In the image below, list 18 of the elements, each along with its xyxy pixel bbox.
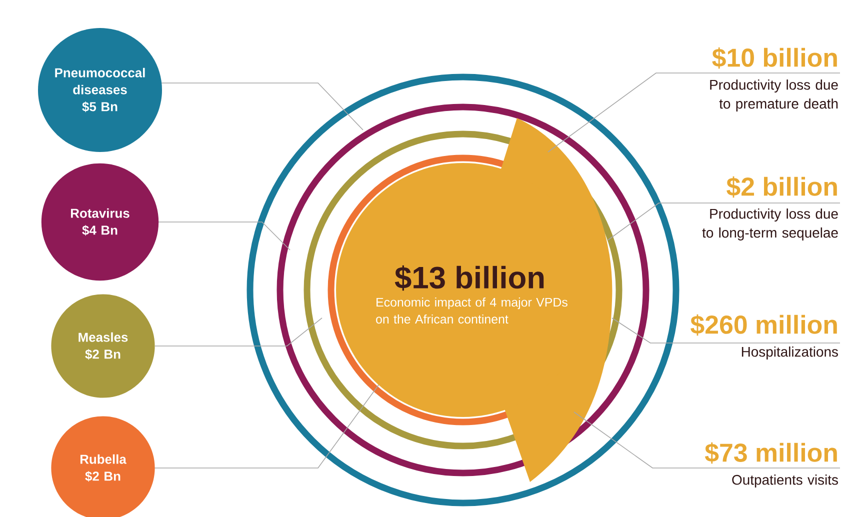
- data-label: $2 billion: [726, 176, 837, 198]
- category-label: Productivity loss due to long-term sequelae: [702, 208, 838, 240]
- category-label: Pneumococcal diseases: [55, 68, 145, 94]
- text: Economic impact of 4 major VPDs on the African continent: [376, 298, 568, 324]
- data-label: $73 million: [704, 442, 837, 464]
- data-label: $4 Bn: [82, 225, 118, 236]
- data-label: $2 Bn: [85, 349, 120, 360]
- category-label: Outpatients visits: [732, 474, 838, 488]
- data-label: $10 billion: [712, 47, 837, 69]
- category-label: Hospitalizations: [742, 346, 838, 360]
- category-label: Rubella: [80, 454, 126, 464]
- data-label: $2 Bn: [85, 471, 120, 482]
- category-label: Rotavirus: [70, 208, 130, 218]
- category-label: Productivity loss due to premature death: [710, 80, 838, 112]
- category-label: Measles: [78, 332, 128, 342]
- text: $13 billion: [394, 265, 544, 291]
- data-label: $5 Bn: [82, 102, 118, 112]
- data-label: $260 million: [690, 314, 837, 336]
